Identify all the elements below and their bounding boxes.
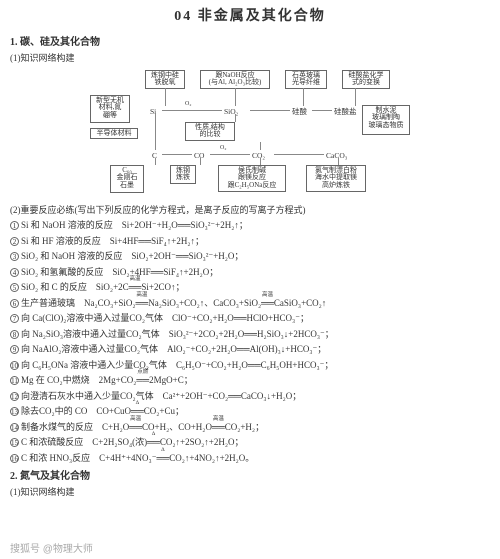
watermark: 搜狐号 @物理大师 xyxy=(10,542,93,557)
node-co2: CO₂ xyxy=(252,150,265,161)
box-semiconductor: 半导体材料 xyxy=(90,128,138,140)
eq-12: 12向澄清石灰水中通入少量CO₂气体 Ca²⁺+2OH⁻+CO₂══CaCO₃↓… xyxy=(10,390,490,404)
node-siacid: 硅酸 xyxy=(292,106,307,117)
box-hou: 侯氏制碱跟镁反应跟C₂H₅ONa反应 xyxy=(218,165,286,192)
eq-8: 8向 Na₂SiO₃溶液中通入过量CO₂气体 SiO₃²⁻+2CO₂+2H₂O═… xyxy=(10,328,490,342)
box-c60: C₆₀金刚石石墨 xyxy=(110,165,144,193)
box-silicate-formula: 硅酸盐化学式的变换 xyxy=(342,70,390,89)
eq-7: 7向 Ca(ClO)₂溶液中通入过量CO₂气体 ClO⁻+CO₂+H₂O══HC… xyxy=(10,312,490,326)
box-bleach: 氯气制漂白粉海水中提取镁高炉炼铁 xyxy=(306,165,366,192)
section1-sub: (1)知识网络构建 xyxy=(10,52,490,66)
eq-4: 4SiO₂ 和氢氟酸的反应 SiO₂+4HF══SiF₄↑+2H₂O； xyxy=(10,266,490,280)
eq-16: 16C 和浓 HNO₃反应 C+4H⁺+4NO₃⁻══ΔCO₂↑+4NO₂↑+2… xyxy=(10,452,490,466)
node-silicate: 硅酸盐 xyxy=(334,106,357,117)
eq-9: 9向 NaAlO₂溶液中通入过量CO₂气体 AlO₂⁻+CO₂+2H₂O══Al… xyxy=(10,343,490,357)
node-caco3: CaCO₃ xyxy=(326,150,347,161)
node-sio2: SiO₂ xyxy=(224,106,238,117)
section2-prompt: (2)重要反应必练(写出下列反应的化学方程式，是离子反应的写离子方程式) xyxy=(10,204,490,218)
label-o2-2: O₂ xyxy=(220,144,226,153)
eq-1: 1Si 和 NaOH 溶液的反应 Si+2OH⁻+H₂O══SiO₃²⁻+2H₂… xyxy=(10,219,490,233)
eq-14: 14制备水煤气的反应 C+H₂O══高温CO+H₂、CO+H₂O══高温CO₂+… xyxy=(10,421,490,435)
box-compare: 性质,结构的比较 xyxy=(185,122,235,141)
box-quartz: 石英玻璃光导纤维 xyxy=(285,70,327,89)
eq-5: 5SiO₂ 和 C 的反应 SiO₂+2C══高温Si+2CO↑； xyxy=(10,281,490,295)
eq-10: 10向 C₆H₅ONa 溶液中通入少量CO₂气体 C₆H₅O⁻+CO₂+H₂O═… xyxy=(10,359,490,373)
label-o2-1: O₂ xyxy=(185,100,191,109)
network-diagram: 炼钢中硅铁脱氧 跟NaOH反应(与Al, Al₂O₃比较) 石英玻璃光导纤维 硅… xyxy=(90,70,410,200)
eq-11: 11Mg 在 CO₂中燃烧 2Mg+CO₂══点燃2MgO+C； xyxy=(10,374,490,388)
section3-head: 2. 氮气及其化合物 xyxy=(10,469,490,484)
eq-3: 3SiO₂ 和 NaOH 溶液的反应 SiO₂+2OH⁻══SiO₃²⁻+H₂O… xyxy=(10,250,490,264)
eq-2: 2Si 和 HF 溶液的反应 Si+4HF══SiF₄↑+2H₂↑； xyxy=(10,235,490,249)
box-new-material: 新型无机材料,氮硼等 xyxy=(90,95,130,123)
eq-15: 15C 和浓硫酸反应 C+2H₂SO₄(浓)══ΔCO₂↑+2SO₂↑+2H₂O… xyxy=(10,436,490,450)
eq-6: 6生产普通玻璃 Na₂CO₃+SiO₂══高温Na₂SiO₃+CO₂↑、CaCO… xyxy=(10,297,490,311)
box-cement: 制水泥玻璃制陶玻璃态物质 xyxy=(362,105,410,135)
section3-sub: (1)知识网络构建 xyxy=(10,486,490,500)
box-naoh-rx: 跟NaOH反应(与Al, Al₂O₃比较) xyxy=(200,70,270,89)
box-steel-iron: 炼钢炼铁 xyxy=(170,165,196,184)
page-title: 04 非金属及其化合物 xyxy=(10,6,490,27)
section1-head: 1. 碳、硅及其化合物 xyxy=(10,35,490,50)
eq-13: 13除去CO₂中的 CO CO+CuO══ΔCO₂+Cu； xyxy=(10,405,490,419)
box-steel-si: 炼钢中硅铁脱氧 xyxy=(145,70,185,89)
